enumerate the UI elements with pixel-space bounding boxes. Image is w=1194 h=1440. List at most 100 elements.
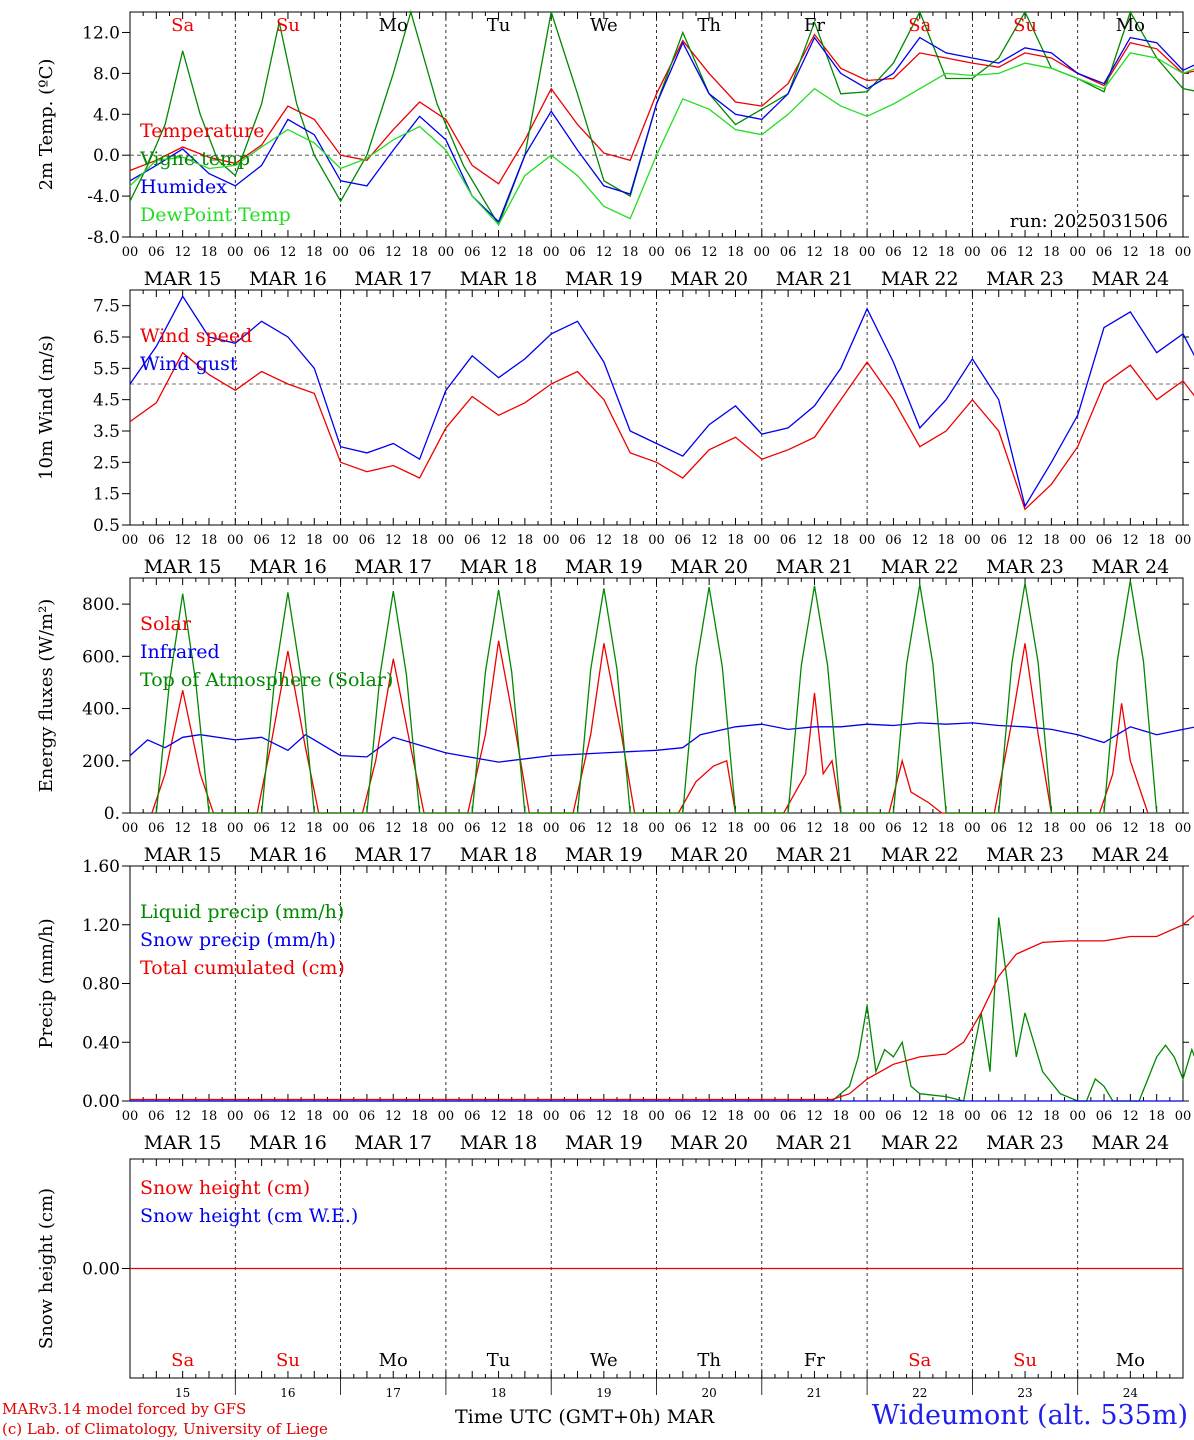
- hour-label: 06: [780, 245, 797, 260]
- hour-label: 18: [938, 821, 955, 836]
- hour-label: 06: [464, 533, 481, 548]
- hour-label: 12: [174, 533, 191, 548]
- date-label: MAR 19: [565, 844, 643, 866]
- hour-label: 00: [648, 1109, 665, 1124]
- hour-label: 12: [806, 533, 823, 548]
- lab-credit: (c) Lab. of Climatology, University of L…: [2, 1420, 328, 1438]
- hour-label: 06: [253, 821, 270, 836]
- day-of-week-label: Su: [1013, 1350, 1037, 1371]
- day-number-label: 16: [280, 1386, 295, 1400]
- date-label: MAR 17: [354, 268, 432, 290]
- day-of-week-label: Tu: [487, 1350, 511, 1371]
- date-label: MAR 23: [986, 268, 1064, 290]
- hour-label: 06: [675, 245, 692, 260]
- y-tick-label: 0.0: [93, 146, 120, 166]
- date-label: MAR 19: [565, 1132, 643, 1154]
- hour-label: 06: [253, 245, 270, 260]
- date-label: MAR 15: [144, 556, 222, 578]
- date-label: MAR 20: [670, 844, 748, 866]
- hour-label: 12: [385, 245, 402, 260]
- date-label: MAR 21: [776, 268, 854, 290]
- y-tick-label: 8.0: [93, 64, 120, 84]
- series-line: [130, 914, 1194, 1101]
- hour-label: 12: [911, 1109, 928, 1124]
- date-label: MAR 18: [460, 556, 538, 578]
- hour-label: 18: [727, 1109, 744, 1124]
- hour-label: 00: [438, 821, 455, 836]
- hour-label: 06: [1096, 245, 1113, 260]
- day-number-label: 22: [912, 1386, 927, 1400]
- date-label: MAR 22: [881, 844, 959, 866]
- hour-label: 18: [938, 1109, 955, 1124]
- series-line: [129, 295, 1194, 508]
- hour-label: 12: [596, 245, 613, 260]
- date-label: MAR 17: [354, 844, 432, 866]
- y-tick-label: 2.5: [93, 453, 120, 473]
- time-axis-label: Time UTC (GMT+0h) MAR: [455, 1406, 714, 1428]
- hour-label: 12: [280, 1109, 297, 1124]
- y-tick-label: 4.5: [93, 391, 120, 411]
- hour-label: 06: [1096, 1109, 1113, 1124]
- time-axis-text: Time UTC (GMT+0h): [455, 1406, 661, 1428]
- hour-label: 06: [569, 533, 586, 548]
- y-tick-label: 0.40: [82, 1033, 120, 1053]
- hour-label: 06: [464, 245, 481, 260]
- y-tick-label: 1.5: [93, 485, 120, 505]
- y-tick-label: 400.: [82, 700, 120, 720]
- legend-entry: Top of Atmosphere (Solar): [140, 669, 393, 691]
- hour-label: 12: [911, 533, 928, 548]
- y-tick-label: 1.20: [82, 916, 120, 936]
- date-label: MAR 21: [776, 556, 854, 578]
- hour-label: 18: [833, 245, 850, 260]
- hour-label: 12: [1122, 533, 1139, 548]
- hour-label: 18: [938, 245, 955, 260]
- date-label: MAR 23: [986, 556, 1064, 578]
- day-of-week-label: Su: [276, 1350, 300, 1371]
- y-tick-label: 1.60: [82, 857, 120, 877]
- date-label: MAR 15: [144, 844, 222, 866]
- series-line: [129, 722, 1194, 763]
- date-label: MAR 16: [249, 268, 327, 290]
- y-axis-label: Snow height (cm): [36, 1188, 57, 1349]
- day-number-label: 21: [807, 1386, 822, 1400]
- hour-label: 00: [964, 1109, 981, 1124]
- date-label: MAR 24: [1091, 556, 1169, 578]
- y-axis-label: 2m Temp. (ºC): [36, 59, 57, 191]
- hour-label: 06: [990, 533, 1007, 548]
- date-label: MAR 17: [354, 1132, 432, 1154]
- legend-entry: Temperature: [140, 120, 264, 142]
- day-of-week-label: Mo: [1116, 15, 1145, 36]
- hour-label: 00: [1175, 1109, 1192, 1124]
- y-tick-label: 6.5: [93, 328, 120, 348]
- y-tick-label: 0.: [104, 804, 120, 824]
- hour-label: 12: [701, 533, 718, 548]
- legend-entry: DewPoint Temp: [140, 204, 291, 226]
- legend-entry: Vigne temp: [139, 148, 250, 170]
- y-tick-label: 200.: [82, 752, 120, 772]
- hour-label: 00: [859, 533, 876, 548]
- hour-label: 12: [596, 1109, 613, 1124]
- hour-label: 00: [227, 533, 244, 548]
- date-label: MAR 16: [249, 844, 327, 866]
- day-number-label: 19: [596, 1386, 611, 1400]
- day-of-week-label: Th: [697, 1350, 721, 1371]
- hour-label: 00: [543, 1109, 560, 1124]
- hour-label: 06: [359, 245, 376, 260]
- date-label: MAR 22: [881, 268, 959, 290]
- hour-label: 12: [490, 1109, 507, 1124]
- day-number-label: 24: [1123, 1386, 1139, 1400]
- hour-label: 12: [490, 821, 507, 836]
- hour-label: 00: [754, 1109, 771, 1124]
- date-label: MAR 19: [565, 268, 643, 290]
- date-label: MAR 23: [986, 1132, 1064, 1154]
- day-of-week-label: Fr: [804, 15, 825, 36]
- y-tick-label: 0.5: [93, 516, 120, 536]
- day-of-week-label: Su: [1013, 15, 1037, 36]
- hour-label: 18: [833, 821, 850, 836]
- hour-label: 06: [780, 1109, 797, 1124]
- date-label: MAR 16: [249, 556, 327, 578]
- day-number-label: 18: [491, 1386, 506, 1400]
- legend-entry: Snow height (cm): [140, 1177, 310, 1199]
- hour-label: 00: [227, 821, 244, 836]
